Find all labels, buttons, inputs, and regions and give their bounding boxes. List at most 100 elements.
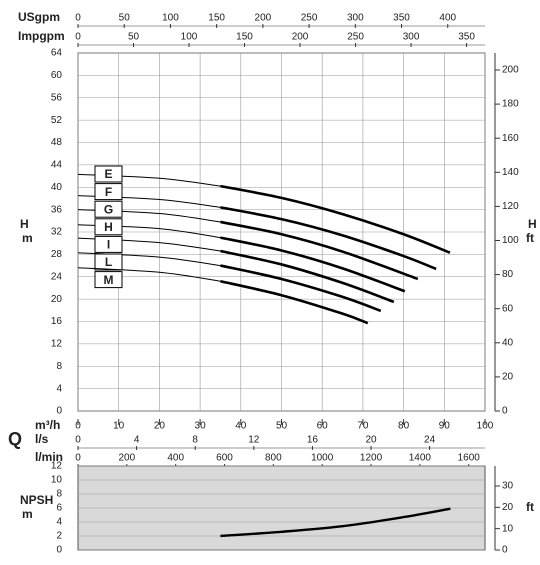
y2-tick-label: 20 xyxy=(502,372,514,383)
x-tick-label: 100 xyxy=(162,13,179,24)
y-tick-label: 64 xyxy=(51,48,63,59)
y2-tick-label: 120 xyxy=(502,201,519,212)
x-tick-label: 400 xyxy=(439,13,456,24)
legend-label: L xyxy=(105,255,112,269)
curve xyxy=(220,220,419,281)
x-tick-label: 0 xyxy=(75,421,81,432)
x-tick-label: 0 xyxy=(75,32,81,43)
q-label: Q xyxy=(8,429,22,449)
x-tick-label: 20 xyxy=(365,435,377,446)
legend-box xyxy=(94,253,123,271)
x-axis-label: l/s xyxy=(35,432,49,446)
x-tick-label: 80 xyxy=(398,421,410,432)
x-tick-label: 350 xyxy=(458,32,475,43)
y-tick-label: 2 xyxy=(56,531,62,542)
x-tick-label: 600 xyxy=(216,453,233,464)
x-tick-label: 4 xyxy=(134,435,140,446)
y-tick-label: 28 xyxy=(51,249,63,260)
x-tick-label: 300 xyxy=(403,32,420,43)
y-tick-label: 44 xyxy=(51,160,63,171)
curve xyxy=(220,264,382,313)
curve xyxy=(220,279,369,325)
x-tick-label: 200 xyxy=(292,32,309,43)
y-tick-label: 4 xyxy=(56,383,62,394)
x-tick-label: 150 xyxy=(236,32,253,43)
x-tick-label: 200 xyxy=(255,13,272,24)
x-tick-label: 50 xyxy=(276,421,288,432)
x-tick-label: 10 xyxy=(113,421,125,432)
x-tick-label: 70 xyxy=(357,421,369,432)
y-tick-label: 8 xyxy=(56,361,62,372)
legend-box xyxy=(94,200,123,218)
y-tick-label: 56 xyxy=(51,92,63,103)
legend-box xyxy=(94,218,123,236)
legend-label: H xyxy=(104,220,113,234)
y2-tick-label: 100 xyxy=(502,235,519,246)
x-tick-label: 90 xyxy=(439,421,451,432)
y2-tick-label: 30 xyxy=(502,481,514,492)
legend-label: I xyxy=(107,238,110,252)
legend-label: G xyxy=(104,202,113,216)
y-label: H xyxy=(20,217,29,231)
y2-tick-label: 20 xyxy=(502,502,514,513)
x-tick-label: 8 xyxy=(192,435,198,446)
y2-tick-label: 40 xyxy=(502,337,514,348)
curve xyxy=(77,267,221,282)
y2-unit: ft xyxy=(526,500,534,514)
y-tick-label: 20 xyxy=(51,294,63,305)
x-tick-label: 50 xyxy=(128,32,140,43)
curve xyxy=(220,249,395,304)
legend-box xyxy=(94,165,123,183)
y-tick-label: 16 xyxy=(51,316,63,327)
y2-tick-label: 10 xyxy=(502,523,514,534)
y2-tick-label: 160 xyxy=(502,133,519,144)
x-axis-label: USgpm xyxy=(18,10,60,24)
y-tick-label: 10 xyxy=(51,475,63,486)
y2-tick-label: 200 xyxy=(502,65,519,76)
x-tick-label: 0 xyxy=(75,435,81,446)
x-tick-label: 250 xyxy=(347,32,364,43)
y-unit: m xyxy=(22,507,33,521)
x-tick-label: 50 xyxy=(119,13,131,24)
x-tick-label: 200 xyxy=(118,453,135,464)
curve xyxy=(220,507,451,538)
x-tick-label: 16 xyxy=(307,435,319,446)
y-tick-label: 0 xyxy=(56,406,62,417)
legend-label: M xyxy=(104,273,114,287)
curve xyxy=(220,184,451,254)
y-tick-label: 40 xyxy=(51,182,63,193)
legend-label: F xyxy=(105,185,112,199)
curve xyxy=(77,252,221,267)
x-axis-label: l/min xyxy=(35,450,63,464)
y-tick-label: 0 xyxy=(56,545,62,556)
legend-box xyxy=(94,235,123,253)
y-tick-label: 12 xyxy=(51,461,63,472)
y-tick-label: 48 xyxy=(51,137,63,148)
y2-tick-label: 140 xyxy=(502,167,519,178)
curve xyxy=(220,236,406,293)
x-tick-label: 0 xyxy=(75,13,81,24)
x-tick-label: 12 xyxy=(248,435,260,446)
x-tick-label: 250 xyxy=(301,13,318,24)
y-tick-label: 60 xyxy=(51,70,63,81)
legend-label: E xyxy=(104,167,112,181)
x-tick-label: 100 xyxy=(181,32,198,43)
y-label: NPSH xyxy=(20,493,53,507)
x-tick-label: 400 xyxy=(167,453,184,464)
x-tick-label: 800 xyxy=(265,453,282,464)
y-tick-label: 52 xyxy=(51,115,63,126)
x-tick-label: 100 xyxy=(477,421,494,432)
y-unit: m xyxy=(22,231,33,245)
y2-tick-label: 0 xyxy=(502,545,508,556)
x-tick-label: 1200 xyxy=(360,453,383,464)
y2-label: H xyxy=(528,217,537,231)
y2-tick-label: 80 xyxy=(502,269,514,280)
y-tick-label: 12 xyxy=(51,339,63,350)
x-tick-label: 1000 xyxy=(311,453,334,464)
x-axis-label: Impgpm xyxy=(18,29,65,43)
x-tick-label: 1600 xyxy=(458,453,481,464)
x-tick-label: 60 xyxy=(317,421,329,432)
x-tick-label: 40 xyxy=(235,421,247,432)
x-tick-label: 350 xyxy=(393,13,410,24)
